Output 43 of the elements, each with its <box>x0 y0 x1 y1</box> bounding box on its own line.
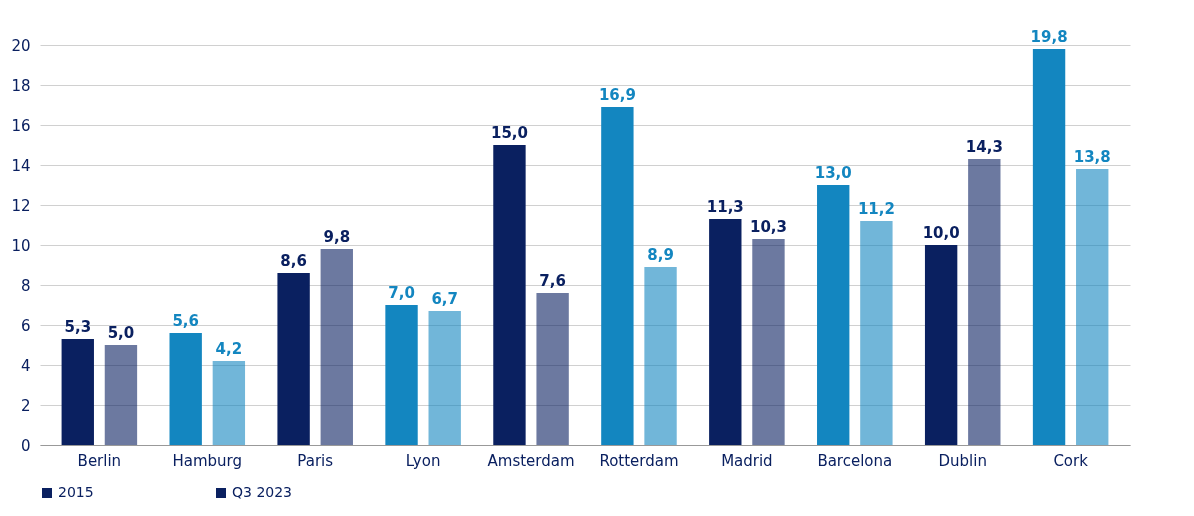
y-tick-label: 4 <box>20 356 31 375</box>
data-label: 7,6 <box>539 272 566 290</box>
y-tick-label: 2 <box>20 396 31 415</box>
data-label: 16,9 <box>598 86 636 104</box>
data-label: 6,7 <box>431 290 458 308</box>
legend-label: Q3 2023 <box>232 484 293 500</box>
y-tick-label: 12 <box>11 196 31 215</box>
x-tick-label: Paris <box>297 451 334 470</box>
y-tick-label: 8 <box>20 276 31 295</box>
data-label: 11,3 <box>706 198 744 216</box>
x-tick-label: Lyon <box>405 451 441 470</box>
data-label: 19,8 <box>1030 28 1068 46</box>
x-tick-label: Dublin <box>938 451 987 470</box>
y-tick-label: 18 <box>11 76 31 95</box>
legend-label: 2015 <box>58 484 94 500</box>
data-label: 15,0 <box>490 124 528 142</box>
x-tick-label: Madrid <box>721 451 773 470</box>
data-label: 8,6 <box>280 252 307 270</box>
y-tick-label: 0 <box>20 436 31 455</box>
data-label: 5,6 <box>172 312 199 330</box>
x-tick-label: Rotterdam <box>599 451 679 470</box>
data-label: 11,2 <box>857 200 895 218</box>
y-tick-label: 20 <box>11 36 31 55</box>
data-label: 13,8 <box>1073 148 1111 166</box>
data-label: 10,3 <box>749 218 787 236</box>
data-label: 10,0 <box>922 224 960 242</box>
y-tick-label: 14 <box>11 156 31 175</box>
x-tick-label: Cork <box>1053 451 1089 470</box>
data-label: 4,2 <box>215 340 243 358</box>
data-label: 14,3 <box>965 138 1003 156</box>
x-tick-label: Barcelona <box>817 451 893 470</box>
data-label: 5,0 <box>107 324 135 342</box>
data-label: 9,8 <box>323 228 351 246</box>
y-tick-label: 6 <box>20 316 31 335</box>
data-label: 7,0 <box>388 284 415 302</box>
data-label: 5,3 <box>64 318 92 336</box>
y-tick-label: 10 <box>11 236 31 255</box>
x-tick-label: Amsterdam <box>487 451 575 470</box>
data-label: 8,9 <box>647 246 674 264</box>
data-label: 13,0 <box>814 164 852 182</box>
x-tick-label: Berlin <box>77 451 122 470</box>
x-tick-label: Hamburg <box>172 451 243 470</box>
y-tick-label: 16 <box>11 116 31 135</box>
